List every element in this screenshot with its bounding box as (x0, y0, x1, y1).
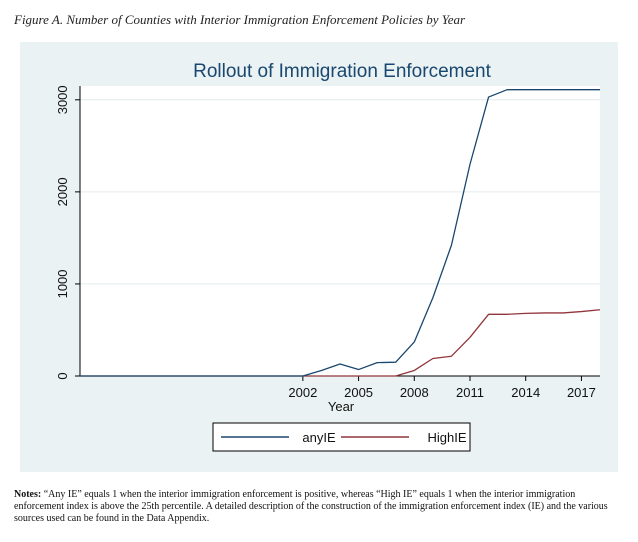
x-tick-label: 2017 (567, 385, 596, 400)
legend-label-HighIE: HighIE (427, 430, 466, 445)
x-tick-label: 2011 (456, 385, 484, 400)
notes: Notes: “Any IE” equals 1 when the interi… (14, 489, 622, 525)
x-tick-label: 2008 (400, 385, 429, 400)
legend-label-anyIE: anyIE (302, 430, 336, 445)
chart-title: Rollout of Immigration Enforcement (193, 61, 492, 82)
legend: anyIE HighIE (212, 422, 471, 452)
y-tick-label: 3000 (55, 85, 70, 114)
notes-text: “Any IE” equals 1 when the interior immi… (14, 489, 608, 524)
y-tick-label: 1000 (55, 269, 70, 298)
notes-label: Notes: (14, 489, 42, 500)
figure-caption: Figure A. Number of Counties with Interi… (14, 12, 466, 27)
x-tick-label: 2002 (288, 385, 317, 400)
series-line-anyIE (80, 89, 600, 377)
x-tick-label: 2005 (344, 385, 373, 400)
y-tick-label: 0 (55, 372, 70, 379)
plot-background (80, 86, 600, 376)
plot-area: 0 1000 2000 3000 2002 2005 2008 2011 2014 2017 Yea… (55, 85, 601, 414)
x-tick-label: 2014 (511, 385, 540, 400)
x-axis-title: Year (328, 399, 355, 414)
y-tick-label: 2000 (55, 177, 70, 206)
